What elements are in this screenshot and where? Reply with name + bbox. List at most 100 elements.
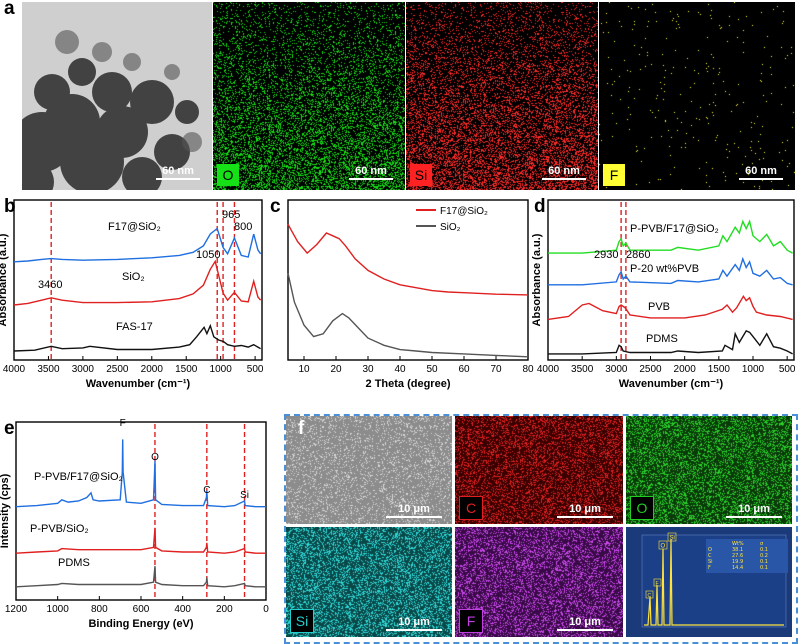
- x-tick-label: 3500: [37, 364, 60, 375]
- eds-cell: 38.1: [732, 547, 744, 553]
- x-tick-label: 30: [362, 364, 374, 375]
- eds-header-cell: σ: [760, 541, 764, 547]
- series-line-1: [15, 527, 266, 554]
- series-line-1: [287, 273, 529, 358]
- x-axis-label: Wavenumber (cm⁻¹): [86, 378, 191, 390]
- speckle-f-f: [455, 527, 623, 637]
- eds-table-row: O 38.1 0.1: [708, 547, 786, 553]
- y-axis-label: Absorbance (a.u.): [0, 233, 9, 326]
- series-label: P-PVB/F17@SiO₂: [34, 471, 123, 483]
- x-tick-label: 20: [330, 364, 342, 375]
- eds-table-header: Wt% σ: [708, 541, 786, 547]
- x-tick-label: 1200: [5, 604, 28, 615]
- x-tick-label: 0: [263, 604, 269, 615]
- panel-label-c: c: [270, 196, 281, 217]
- element-badge-si-f: Si: [290, 609, 314, 633]
- series-label: PDMS: [646, 333, 678, 345]
- element-badge-f: F: [603, 164, 625, 186]
- eds-cell: Si: [708, 559, 713, 565]
- x-axis-label: Binding Energy (eV): [88, 618, 193, 630]
- eds-cell: 19.9: [732, 559, 744, 565]
- speckle-c: [455, 416, 623, 524]
- speckle-si: [406, 2, 598, 190]
- scale-label: 10 μm: [398, 503, 430, 515]
- element-badge-c: C: [459, 496, 483, 520]
- scale-bar: 10 μm: [386, 616, 442, 631]
- eds-map-f-f: F 10 μm: [455, 527, 623, 637]
- eds-cell: 0.1: [760, 547, 768, 553]
- x-tick-label: 50: [426, 364, 438, 375]
- x-tick-label: 2000: [141, 364, 164, 375]
- element-badge-f-f: F: [459, 609, 483, 633]
- x-tick-label: 4000: [537, 364, 560, 375]
- x-axis-label: 2 Theta (degree): [366, 378, 451, 390]
- series-line-2: [13, 323, 261, 352]
- peak-label: 2930: [594, 249, 618, 261]
- series-line-0: [548, 219, 793, 254]
- panel-label-d: d: [534, 196, 546, 217]
- x-tick-label: 2500: [639, 364, 662, 375]
- plot-frame: [287, 199, 529, 361]
- plot-frame: [13, 199, 263, 361]
- speckle-o: [213, 2, 405, 190]
- eds-cell: 0.1: [760, 565, 768, 571]
- legend-label: SiO₂: [440, 222, 461, 233]
- eds-peak-si: Si: [670, 536, 675, 542]
- series-line-2: [15, 566, 266, 588]
- series-line-1: [548, 256, 793, 286]
- eds-spectrum-line: [644, 538, 784, 626]
- eds-map-o-f: O 10 μm: [626, 416, 792, 524]
- element-badge-si: Si: [410, 164, 432, 186]
- series-label: PDMS: [58, 557, 90, 569]
- peak-label: Si: [240, 490, 249, 501]
- tem-particles: [22, 2, 212, 190]
- panel-label-e: e: [4, 418, 15, 439]
- series-label: P-PVB/SiO₂: [30, 523, 89, 535]
- x-tick-label: 2000: [674, 364, 697, 375]
- x-tick-label: 60: [458, 364, 470, 375]
- scale-label: 10 μm: [569, 616, 601, 628]
- peak-label: C: [203, 485, 210, 496]
- x-tick-label: 1000: [742, 364, 765, 375]
- x-axis-label: Wavenumber (cm⁻¹): [619, 378, 724, 390]
- scale-bar: 10 μm: [557, 503, 613, 518]
- x-tick-label: 1500: [708, 364, 731, 375]
- x-tick-label: 80: [522, 364, 534, 375]
- xps-chart-e: 1200 1000 800 600 400 200 0 Binding Energy (eV)…: [0, 418, 269, 630]
- peak-label: 3460: [38, 279, 62, 291]
- speckle-f: [599, 2, 795, 190]
- scale-bar: 60 nm: [349, 165, 393, 180]
- element-badge-o-f: O: [630, 496, 654, 520]
- peak-label: 965: [222, 209, 240, 221]
- eds-table-row: Si 19.9 0.1: [708, 559, 786, 565]
- eds-map-o-a: O 60 nm: [213, 2, 405, 190]
- plot-frame: [15, 421, 267, 601]
- panel-label-a: a: [4, 0, 15, 19]
- eds-header-cell: Wt%: [732, 541, 744, 547]
- series-label: PVB: [648, 301, 670, 313]
- ftir-chart-b: 4000 3500 3000 2500 2000 1500 1000 500 Wavenumbe…: [0, 199, 264, 390]
- series-label: FAS-17: [116, 321, 153, 333]
- eds-cell: 27.6: [732, 553, 744, 559]
- series-line-1: [13, 259, 262, 306]
- x-tick-label: 3000: [605, 364, 628, 375]
- series-line-0: [15, 439, 266, 508]
- x-tick-label: 600: [133, 604, 150, 615]
- peak-label: 800: [234, 221, 252, 233]
- scale-label: 10 μm: [398, 616, 430, 628]
- scale-bar: 60 nm: [739, 165, 783, 180]
- series-label: P-20 wt%PVB: [630, 263, 699, 275]
- peak-label: 1050: [196, 249, 220, 261]
- eds-peak-o: O: [661, 544, 666, 550]
- scale-label: 60 nm: [548, 165, 580, 177]
- peak-label: 2860: [626, 249, 650, 261]
- eds-cell: 0.2: [760, 553, 768, 559]
- x-tick-label: 1000: [47, 604, 70, 615]
- scale-bar: 60 nm: [542, 165, 586, 180]
- series-line-0: [13, 227, 262, 263]
- eds-map-f-a: F 60 nm: [599, 2, 795, 190]
- xrd-chart-c: 10 20 30 40 50 60 70 80 2 Theta (degree) F17@SiO₂…: [287, 199, 534, 390]
- eds-table-row: F 14.4 0.1: [708, 565, 786, 571]
- eds-cell: 0.1: [760, 559, 768, 565]
- series-label: P-PVB/F17@SiO₂: [630, 223, 719, 235]
